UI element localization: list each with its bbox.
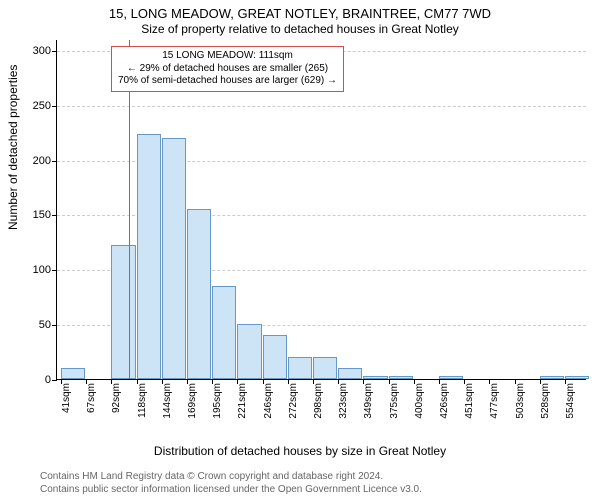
ytick-mark: [52, 270, 57, 271]
xtick-label: 554sqm: [565, 383, 576, 419]
xtick-label: 169sqm: [187, 383, 198, 419]
histogram-bar: [61, 368, 85, 379]
xtick-label: 67sqm: [86, 383, 97, 413]
callout-line3: 70% of semi-detached houses are larger (…: [118, 75, 337, 88]
histogram-bar: [363, 376, 387, 379]
xtick-label: 323sqm: [338, 383, 349, 419]
ytick-mark: [52, 380, 57, 381]
ytick-mark: [52, 161, 57, 162]
xtick-label: 349sqm: [363, 383, 374, 419]
xtick-label: 246sqm: [263, 383, 274, 419]
callout-line1: 15 LONG MEADOW: 111sqm: [118, 50, 337, 63]
histogram-bar: [187, 209, 211, 379]
footer-line2: Contains public sector information licen…: [40, 484, 422, 495]
chart-title-line2: Size of property relative to detached ho…: [0, 22, 600, 36]
ytick-label: 50: [39, 319, 51, 331]
histogram-bar: [212, 286, 236, 379]
histogram-bar: [162, 138, 186, 379]
x-axis-label: Distribution of detached houses by size …: [0, 444, 600, 458]
histogram-bar: [237, 324, 261, 379]
histogram-bar: [288, 357, 312, 379]
ytick-label: 200: [33, 155, 51, 167]
xtick-label: 375sqm: [389, 383, 400, 419]
ytick-label: 250: [33, 100, 51, 112]
xtick-label: 451sqm: [464, 383, 475, 419]
xtick-label: 477sqm: [489, 383, 500, 419]
ytick-label: 150: [33, 209, 51, 221]
xtick-label: 528sqm: [540, 383, 551, 419]
ytick-label: 300: [33, 45, 51, 57]
chart-title-line1: 15, LONG MEADOW, GREAT NOTLEY, BRAINTREE…: [0, 6, 600, 21]
chart-container: 15, LONG MEADOW, GREAT NOTLEY, BRAINTREE…: [0, 0, 600, 500]
histogram-bar: [389, 376, 413, 379]
ytick-mark: [52, 106, 57, 107]
xtick-label: 118sqm: [137, 383, 148, 418]
ytick-label: 100: [33, 264, 51, 276]
xtick-label: 144sqm: [162, 383, 173, 419]
y-axis-label: Number of detached properties: [6, 65, 20, 230]
gridline-h: [57, 106, 586, 107]
ytick-mark: [52, 51, 57, 52]
histogram-bar: [111, 245, 135, 379]
histogram-bar: [439, 376, 463, 379]
footer-line1: Contains HM Land Registry data © Crown c…: [40, 471, 383, 482]
xtick-label: 195sqm: [212, 383, 223, 419]
xtick-label: 426sqm: [439, 383, 450, 419]
ytick-label: 0: [45, 374, 51, 386]
histogram-bar: [137, 134, 161, 379]
plot-area: 05010015020025030041sqm67sqm92sqm118sqm1…: [56, 40, 586, 380]
xtick-label: 503sqm: [515, 383, 526, 419]
histogram-bar: [338, 368, 362, 379]
callout-line2: ← 29% of detached houses are smaller (26…: [118, 63, 337, 76]
ytick-mark: [52, 325, 57, 326]
ytick-mark: [52, 215, 57, 216]
xtick-label: 298sqm: [313, 383, 324, 419]
histogram-bar: [263, 335, 287, 379]
histogram-bar: [565, 376, 589, 379]
xtick-label: 92sqm: [111, 383, 122, 413]
xtick-label: 400sqm: [414, 383, 425, 419]
xtick-label: 221sqm: [237, 383, 248, 419]
callout-box: 15 LONG MEADOW: 111sqm ← 29% of detached…: [111, 46, 344, 92]
xtick-label: 41sqm: [61, 383, 72, 413]
histogram-bar: [540, 376, 564, 379]
histogram-bar: [313, 357, 337, 379]
xtick-label: 272sqm: [288, 383, 299, 419]
